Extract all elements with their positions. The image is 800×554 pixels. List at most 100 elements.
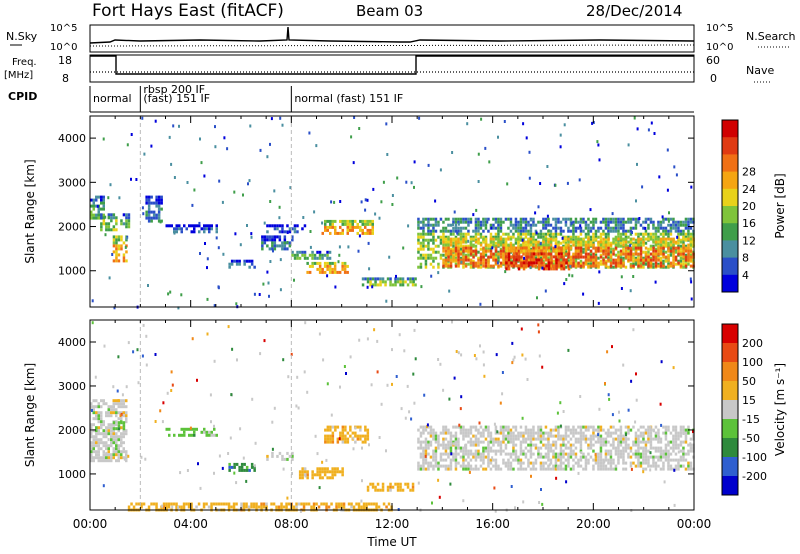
heatmap-cell <box>444 240 448 244</box>
heatmap-cell <box>512 258 516 262</box>
heatmap-cell <box>447 440 450 444</box>
heatmap-cell <box>107 456 110 460</box>
heatmap-cell <box>517 244 520 248</box>
heatmap-cell <box>524 223 528 227</box>
heatmap-cell <box>639 246 643 250</box>
heatmap-cell <box>417 256 420 260</box>
heatmap-cell <box>97 459 100 463</box>
heatmap-cell <box>376 370 379 374</box>
heatmap-cell <box>427 446 430 450</box>
heatmap-cell <box>338 253 341 257</box>
heatmap-cell <box>394 277 397 281</box>
heatmap-cell <box>554 245 557 249</box>
heatmap-cell <box>579 220 583 224</box>
heatmap-cell <box>310 505 313 509</box>
heatmap-cell <box>602 247 605 251</box>
heatmap-cell <box>587 443 590 447</box>
heatmap-cell <box>210 227 213 231</box>
heatmap-cell <box>582 229 585 233</box>
heatmap-cell <box>288 454 292 458</box>
heatmap-cell <box>429 431 433 435</box>
heatmap-cell <box>574 452 578 456</box>
heatmap-cell <box>117 238 121 242</box>
heatmap-cell <box>417 250 420 254</box>
heatmap-cell <box>506 182 509 186</box>
heatmap-cell <box>462 452 465 456</box>
heatmap-cell <box>266 224 269 228</box>
heatmap-cell <box>509 223 513 227</box>
heatmap-cell <box>494 440 498 444</box>
heatmap-cell <box>150 210 153 214</box>
heatmap-cell <box>525 261 528 265</box>
heatmap-cell <box>434 449 438 453</box>
heatmap-cell <box>512 437 515 441</box>
heatmap-cell <box>592 243 595 247</box>
heatmap-cell <box>102 222 106 226</box>
heatmap-cell <box>504 464 508 468</box>
heatmap-cell <box>647 461 650 465</box>
heatmap-cell <box>517 252 521 256</box>
heatmap-cell <box>502 243 505 247</box>
heatmap-cell <box>484 449 488 453</box>
heatmap-cell <box>519 425 523 429</box>
heatmap-cell <box>657 237 660 241</box>
heatmap-cell <box>587 246 590 250</box>
heatmap-cell <box>150 195 153 199</box>
heatmap-cell <box>577 235 580 239</box>
heatmap-cell <box>437 262 440 266</box>
heatmap-cell <box>346 264 349 268</box>
heatmap-cell <box>457 351 460 355</box>
heatmap-cell <box>509 428 513 432</box>
heatmap-cell <box>617 452 620 456</box>
heatmap-cell <box>649 428 653 432</box>
heatmap-cell <box>472 264 475 268</box>
heatmap-cell <box>596 140 599 144</box>
heatmap-cell <box>411 482 415 486</box>
heatmap-cell <box>482 434 485 438</box>
heatmap-cell <box>487 452 490 456</box>
heatmap-cell <box>295 502 298 506</box>
heatmap-cell <box>579 434 583 438</box>
heatmap-cell <box>472 434 475 438</box>
heatmap-cell <box>479 440 483 444</box>
heatmap-cell <box>326 225 329 229</box>
heatmap-cell <box>497 217 500 221</box>
heatmap-cell <box>677 232 680 236</box>
heatmap-cell <box>271 420 274 424</box>
heatmap-cell <box>682 265 685 269</box>
heatmap-cell <box>432 437 435 441</box>
heatmap-cell <box>567 264 570 268</box>
heatmap-cell <box>557 437 560 441</box>
heatmap-cell <box>444 425 448 429</box>
heatmap-cell <box>434 199 437 203</box>
heatmap-cell <box>527 434 530 438</box>
heatmap-cell <box>247 505 251 509</box>
heatmap-cell <box>489 461 493 465</box>
heatmap-cell <box>115 408 118 412</box>
heatmap-cell <box>432 241 435 245</box>
heatmap-cell <box>102 432 105 436</box>
heatmap-cell <box>598 270 601 274</box>
heatmap-cell <box>664 443 668 447</box>
heatmap-cell <box>296 250 299 254</box>
heatmap-cell <box>117 459 120 463</box>
heatmap-cell <box>652 255 655 259</box>
heatmap-cell <box>514 226 518 230</box>
colorbar-swatch <box>722 343 738 363</box>
heatmap-cell <box>569 246 573 250</box>
heatmap-cell <box>484 240 488 244</box>
heatmap-cell <box>376 277 380 281</box>
heatmap-cell <box>562 410 565 413</box>
heatmap-cell <box>597 467 600 471</box>
heatmap-cell <box>489 467 493 471</box>
heatmap-cell <box>667 262 670 266</box>
heatmap-cell <box>527 264 531 268</box>
heatmap-cell <box>374 485 377 489</box>
heatmap-cell <box>544 235 548 239</box>
heatmap-cell <box>607 237 610 241</box>
heatmap-cell <box>280 505 283 509</box>
heatmap-cell <box>102 195 105 199</box>
heatmap-cell <box>113 306 116 310</box>
heatmap-cell <box>684 428 688 432</box>
heatmap-cell <box>522 240 525 244</box>
